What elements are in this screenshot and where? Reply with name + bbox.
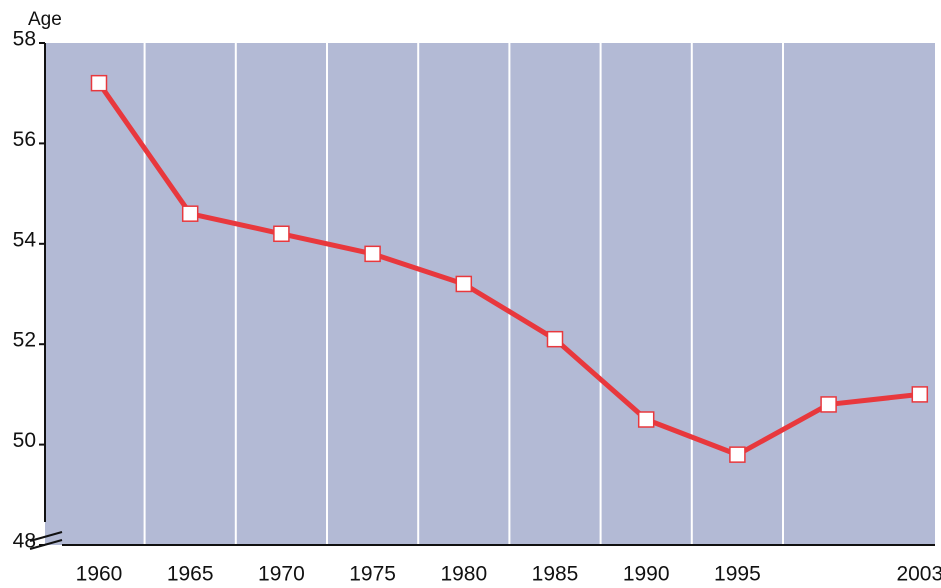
y-tick-label: 50 (13, 429, 36, 452)
y-tick-label: 48 (13, 530, 36, 553)
data-point (90, 74, 108, 92)
x-tick-label: 1965 (167, 563, 214, 586)
y-tick-label: 52 (13, 329, 36, 352)
y-tick-label: 58 (13, 28, 36, 51)
data-point (181, 205, 199, 222)
y-tick-label: 54 (13, 228, 37, 251)
data-point (729, 446, 746, 463)
data-point (455, 275, 473, 293)
data-point (546, 330, 564, 348)
x-tick-label: 1975 (349, 563, 396, 586)
axis-break (29, 531, 63, 542)
data-point (820, 396, 837, 413)
data-point (637, 411, 655, 428)
x-tick-label: 1995 (714, 563, 761, 586)
data-point (911, 386, 929, 403)
y-tick-label: 56 (13, 128, 36, 151)
y-axis-label: Age (28, 9, 62, 30)
x-tick-label: 1960 (76, 563, 123, 586)
x-tick-label: 1990 (623, 563, 670, 586)
data-line (96, 81, 921, 458)
x-tick-label: 2003 (896, 563, 941, 586)
axis-break (29, 539, 63, 550)
x-tick-label: 1980 (440, 563, 487, 586)
data-point (364, 245, 381, 263)
data-point (273, 225, 290, 243)
x-tick-label: 1970 (258, 563, 305, 586)
plot-area (45, 43, 935, 545)
x-tick-label: 1985 (532, 563, 579, 586)
